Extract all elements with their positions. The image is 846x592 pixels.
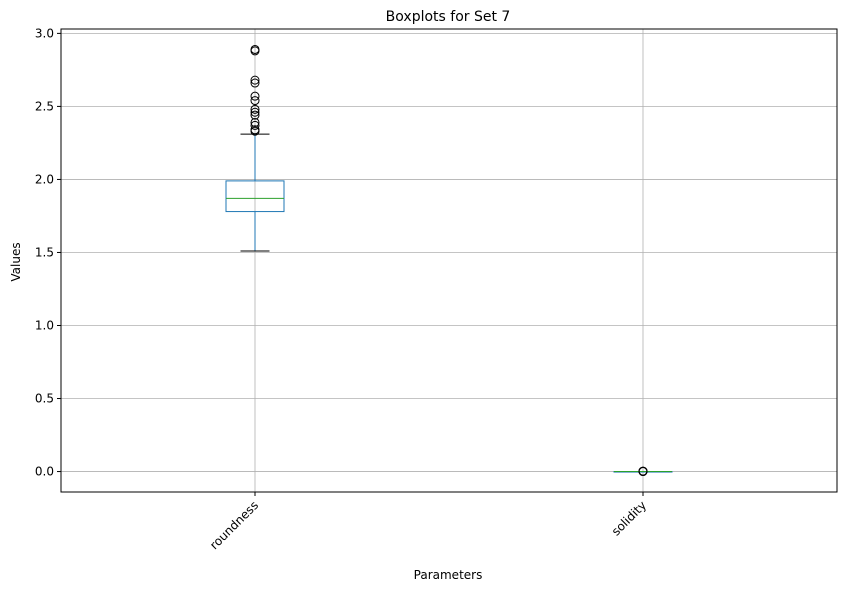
y-tick-label: 0.5 xyxy=(35,392,54,406)
box-roundness-outlier xyxy=(250,120,260,130)
plot-frame xyxy=(60,28,838,493)
box-roundness-outlier xyxy=(250,75,260,85)
box-roundness-outlier xyxy=(250,110,260,120)
y-tick-label: 1.5 xyxy=(35,245,54,259)
y-tick-label: 2.5 xyxy=(35,99,54,113)
box-roundness-outlier xyxy=(250,78,260,88)
y-tick-label: 3.0 xyxy=(35,26,54,40)
box-roundness-outlier xyxy=(250,104,260,114)
box-roundness-outlier xyxy=(250,117,260,127)
x-axis-label: Parameters xyxy=(414,568,483,582)
box-roundness-outlier xyxy=(250,107,260,117)
y-tick-label: 1.0 xyxy=(35,318,54,332)
chart-title: Boxplots for Set 7 xyxy=(386,9,511,25)
box-roundness-outlier xyxy=(250,125,260,135)
box-solidity-outlier xyxy=(638,466,648,476)
y-tick-label: 2.0 xyxy=(35,172,54,186)
box-roundness-outlier xyxy=(250,44,260,54)
y-tick-label: 0.0 xyxy=(35,465,54,479)
box-roundness-outlier xyxy=(250,91,260,101)
box-roundness-iqr xyxy=(225,180,285,213)
y-axis-label: Values xyxy=(9,242,23,281)
box-roundness-outlier xyxy=(250,96,260,106)
